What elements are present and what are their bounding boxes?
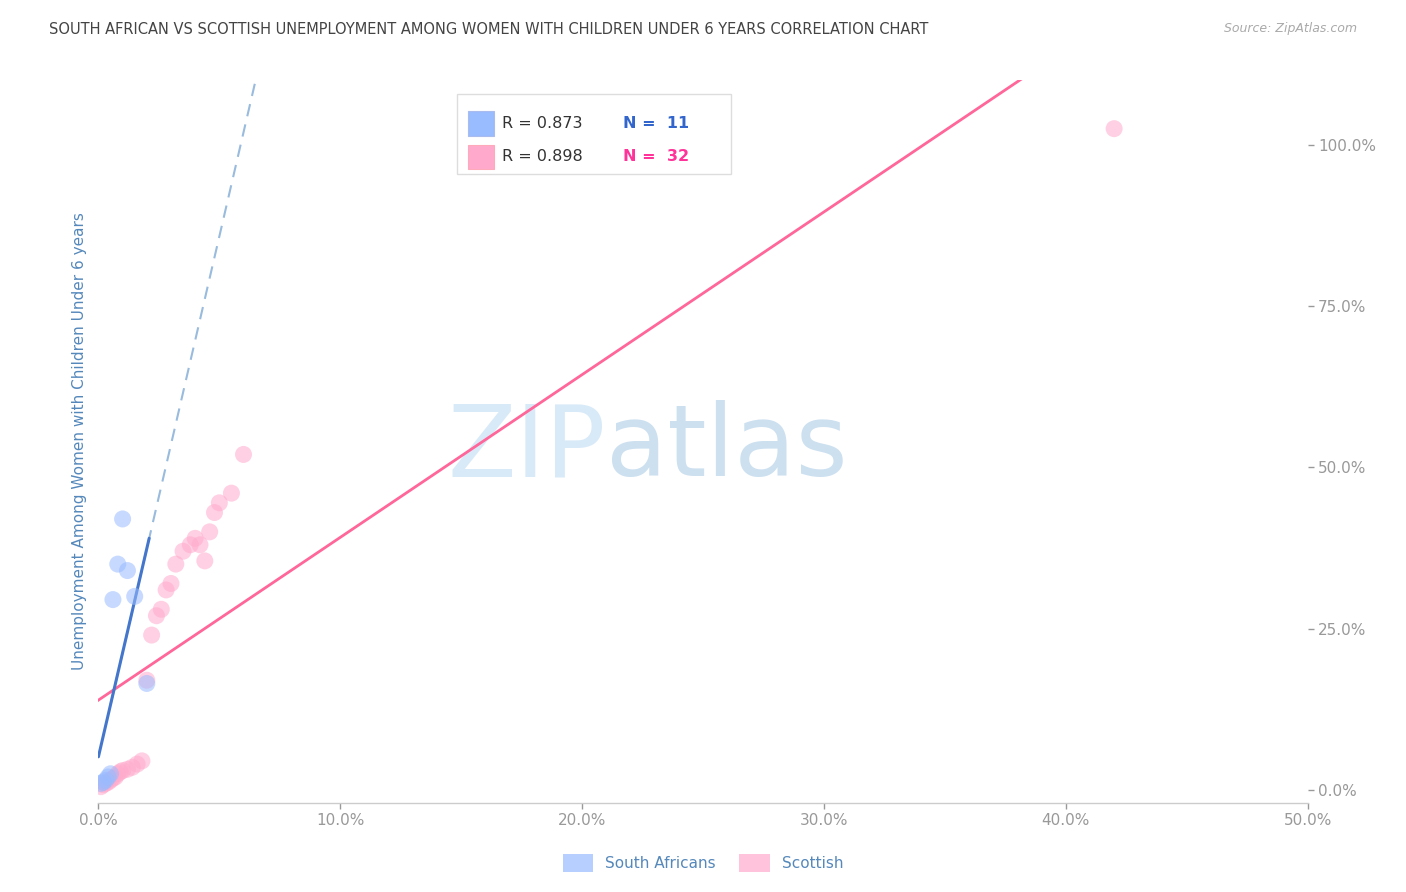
Text: ZIP: ZIP [449, 401, 606, 497]
Point [94, 776, 117, 790]
Point [232, 447, 254, 461]
Point [100, 773, 122, 788]
Text: R = 0.873: R = 0.873 [502, 116, 582, 130]
Point [117, 564, 139, 578]
Point [117, 762, 139, 776]
Point [91, 778, 114, 792]
Point [121, 760, 143, 774]
Point [155, 582, 177, 597]
Point [198, 524, 221, 539]
Point [165, 557, 187, 571]
Point [97, 770, 120, 784]
Text: SOUTH AFRICAN VS SCOTTISH UNEMPLOYMENT AMONG WOMEN WITH CHILDREN UNDER 6 YEARS C: SOUTH AFRICAN VS SCOTTISH UNEMPLOYMENT A… [49, 22, 928, 37]
Point [104, 770, 127, 784]
Point [131, 754, 153, 768]
Point [194, 554, 217, 568]
Text: N =  11: N = 11 [623, 116, 689, 130]
Point [108, 764, 131, 779]
Point [184, 531, 207, 545]
Point [135, 673, 157, 688]
Point [107, 766, 129, 780]
Text: Source: ZipAtlas.com: Source: ZipAtlas.com [1223, 22, 1357, 36]
Point [94, 773, 117, 788]
Point [111, 764, 134, 778]
Point [150, 602, 173, 616]
Point [172, 544, 194, 558]
Point [97, 775, 120, 789]
Point [160, 576, 183, 591]
Point [124, 590, 146, 604]
Point [107, 557, 129, 571]
Point [179, 538, 201, 552]
Point [204, 506, 226, 520]
Point [145, 608, 167, 623]
Legend: South Africans, Scottish: South Africans, Scottish [557, 848, 849, 879]
Text: atlas: atlas [606, 401, 848, 497]
Point [100, 766, 122, 780]
Point [141, 628, 163, 642]
Point [101, 592, 124, 607]
Text: N =  32: N = 32 [623, 149, 689, 163]
Point [101, 772, 124, 786]
Point [208, 496, 231, 510]
Point [188, 538, 211, 552]
Point [90, 776, 112, 790]
Point [221, 486, 243, 500]
Point [135, 676, 157, 690]
Point [111, 512, 134, 526]
Point [90, 780, 112, 794]
Y-axis label: Unemployment Among Women with Children Under 6 years: Unemployment Among Women with Children U… [72, 212, 87, 671]
Point [127, 757, 149, 772]
Text: R = 0.898: R = 0.898 [502, 149, 582, 163]
Point [1102, 121, 1125, 136]
Point [91, 775, 114, 789]
